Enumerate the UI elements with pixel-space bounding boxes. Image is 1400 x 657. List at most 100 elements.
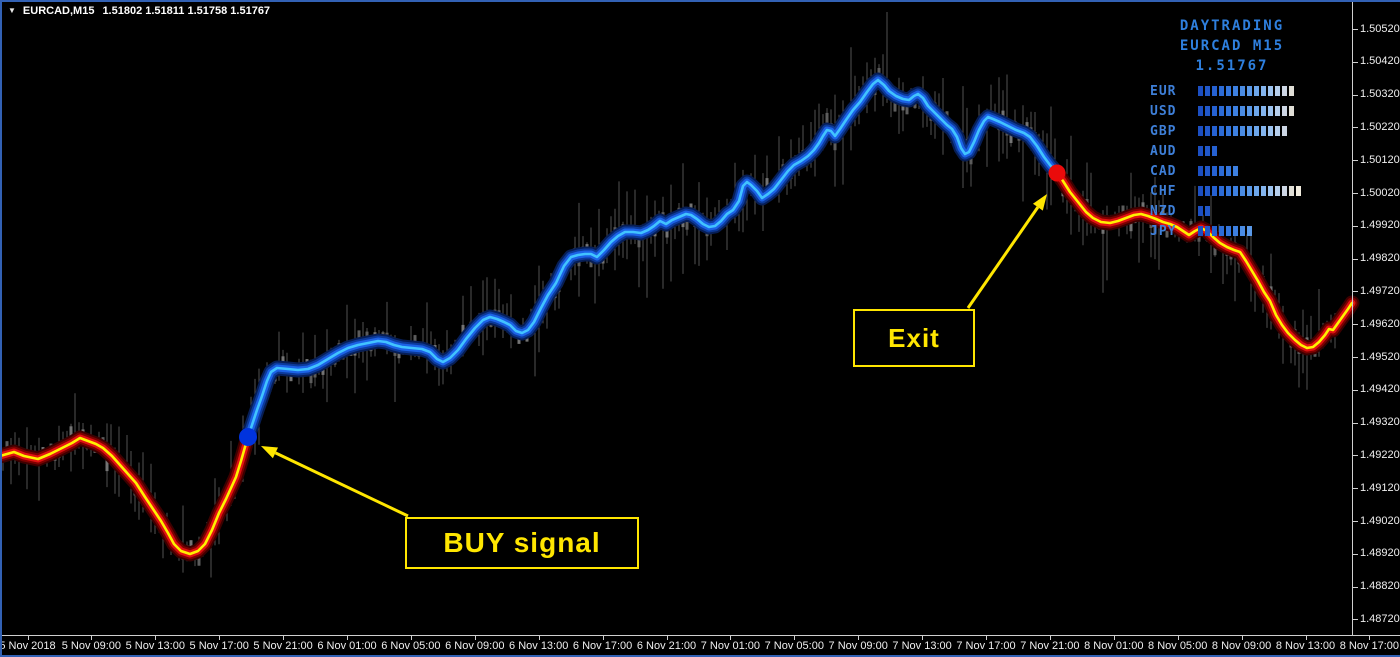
strength-segment — [1219, 166, 1224, 176]
time-tick-label: 8 Nov 13:00 — [1275, 640, 1336, 652]
price-tick-mark — [1353, 61, 1358, 63]
strength-segment — [1254, 86, 1259, 96]
strength-bar — [1198, 206, 1212, 216]
strength-segment — [1233, 226, 1238, 236]
info-line-strategy: DAYTRADING — [1179, 18, 1285, 34]
time-tick-label: 7 Nov 13:00 — [892, 640, 952, 652]
price-tick-label: 1.49020 — [1360, 514, 1400, 527]
time-tick-label: 6 Nov 21:00 — [636, 640, 697, 652]
price-tick-mark — [1353, 619, 1358, 621]
strength-segment — [1254, 106, 1259, 116]
time-tick-label: 8 Nov 01:00 — [1084, 640, 1144, 652]
currency-row-chf: CHF — [1150, 181, 1303, 201]
price-tick-mark — [1353, 521, 1358, 522]
time-tick-mark — [602, 636, 604, 640]
strength-segment — [1233, 86, 1238, 96]
time-tick-mark — [27, 636, 29, 640]
strength-bar — [1198, 146, 1219, 156]
trend-line-down — [0, 435, 250, 556]
strength-segment — [1212, 166, 1217, 176]
strength-segment — [1254, 126, 1259, 136]
time-tick-mark — [283, 636, 285, 640]
strength-segment — [1261, 106, 1266, 116]
strength-segment — [1282, 126, 1287, 136]
time-tick-label: 7 Nov 05:00 — [764, 640, 824, 652]
strength-segment — [1212, 126, 1217, 136]
time-tick-mark — [922, 636, 924, 640]
time-tick-mark — [794, 636, 796, 640]
symbol-dropdown-icon[interactable]: ▼ — [8, 6, 16, 15]
price-tick-mark — [1353, 324, 1358, 326]
time-tick-mark — [858, 636, 860, 640]
time-tick-mark — [347, 636, 348, 640]
price-tick-label: 1.49320 — [1360, 416, 1400, 429]
buy-signal-label-box[interactable]: BUY signal — [405, 517, 639, 569]
time-tick-mark — [474, 636, 476, 640]
strength-segment — [1247, 126, 1252, 136]
price-tick-mark — [1353, 357, 1358, 358]
currency-label: JPY — [1150, 223, 1177, 239]
strength-bar — [1198, 126, 1289, 136]
price-tick-mark — [1353, 553, 1358, 555]
strength-segment — [1275, 106, 1280, 116]
time-tick-label: 7 Nov 01:00 — [700, 640, 761, 652]
trend-line-up — [244, 76, 1061, 441]
strength-segment — [1240, 86, 1245, 96]
price-tick-label: 1.50520 — [1360, 22, 1400, 35]
strength-segment — [1205, 186, 1210, 196]
strength-segment — [1261, 126, 1266, 136]
strength-segment — [1275, 186, 1280, 196]
time-tick-mark — [1305, 636, 1307, 640]
time-tick-mark — [219, 636, 221, 640]
time-tick-label: 5 Nov 09:00 — [61, 640, 122, 652]
price-tick-label: 1.50020 — [1360, 186, 1400, 199]
strength-segment — [1198, 106, 1203, 116]
price-tick-label: 1.50420 — [1360, 55, 1400, 68]
strength-segment — [1226, 126, 1231, 136]
strength-segment — [1233, 106, 1238, 116]
price-tick-mark — [1353, 488, 1358, 490]
time-tick-mark — [1241, 636, 1243, 640]
buy-arrow — [261, 446, 409, 518]
price-tick-mark — [1353, 127, 1358, 129]
strength-segment — [1219, 126, 1224, 136]
price-tick-label: 1.48920 — [1360, 547, 1400, 560]
strength-segment — [1282, 106, 1287, 116]
strength-segment — [1240, 186, 1245, 196]
price-tick-label: 1.49820 — [1360, 252, 1400, 265]
price-tick-label: 1.49420 — [1360, 383, 1400, 396]
exit-label-box[interactable]: Exit — [853, 309, 975, 367]
time-tick-label: 5 Nov 21:00 — [253, 640, 313, 652]
strength-segment — [1212, 106, 1217, 116]
buy-signal-text: BUY signal — [443, 527, 601, 558]
strength-segment — [1226, 106, 1231, 116]
strength-segment — [1247, 106, 1252, 116]
time-tick-mark — [1369, 636, 1371, 640]
currency-row-eur: EUR — [1150, 81, 1303, 101]
time-tick-label: 8 Nov 09:00 — [1211, 640, 1272, 652]
time-tick-label: 8 Nov 05:00 — [1148, 640, 1208, 652]
price-tick-mark — [1353, 586, 1358, 588]
currency-row-nzd: NZD — [1150, 201, 1303, 221]
strength-segment — [1205, 126, 1210, 136]
strength-segment — [1198, 206, 1203, 216]
strength-segment — [1205, 106, 1210, 116]
price-tick-label: 1.50320 — [1360, 88, 1400, 101]
strength-segment — [1219, 226, 1224, 236]
strength-segment — [1289, 106, 1294, 116]
time-tick-label: 5 Nov 2018 — [0, 640, 56, 652]
time-tick-mark — [1049, 636, 1051, 640]
price-tick-label: 1.49120 — [1360, 481, 1400, 494]
time-tick-label: 6 Nov 01:00 — [317, 640, 377, 652]
strength-segment — [1261, 86, 1266, 96]
price-tick-mark — [1353, 291, 1358, 293]
time-tick-mark — [538, 636, 540, 640]
strength-segment — [1198, 146, 1203, 156]
strength-segment — [1226, 166, 1231, 176]
candles-layer — [1, 12, 1349, 578]
time-tick-label: 8 Nov 17:00 — [1339, 640, 1400, 652]
strength-segment — [1268, 86, 1273, 96]
time-tick-label: 7 Nov 17:00 — [956, 640, 1016, 652]
strength-segment — [1261, 186, 1266, 196]
